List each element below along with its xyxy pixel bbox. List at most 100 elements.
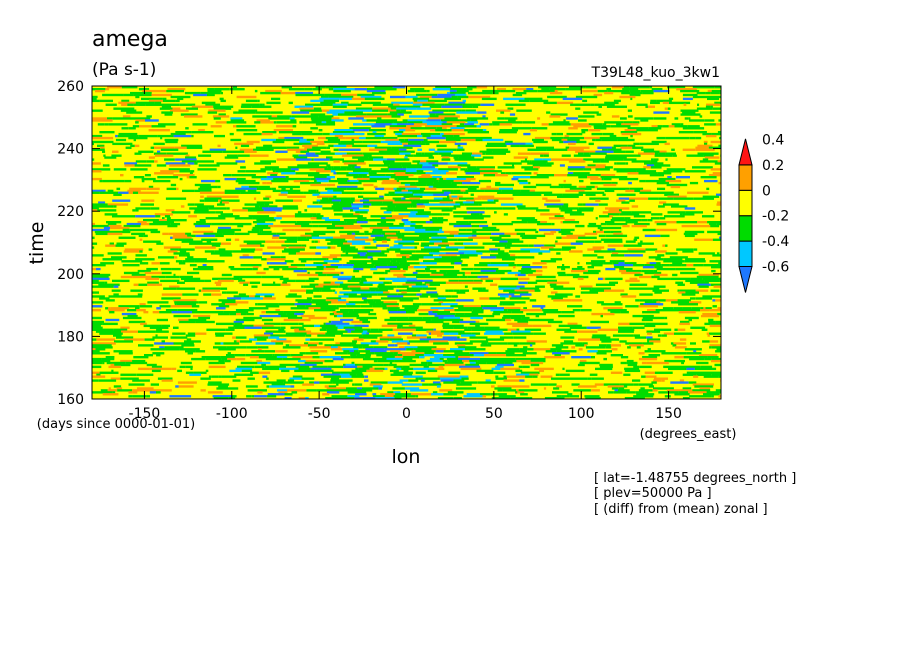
field-cell (262, 252, 275, 255)
field-cell (123, 224, 141, 228)
field-cell (121, 103, 128, 106)
field-cell (233, 340, 237, 343)
field-cell (643, 166, 651, 169)
field-cell (640, 387, 645, 390)
field-cell (124, 162, 137, 165)
field-cell (480, 305, 484, 308)
field-cell (438, 244, 449, 247)
field-cell (285, 332, 307, 335)
field-cell (471, 234, 477, 238)
field-cell (449, 207, 457, 210)
field-cell (543, 387, 547, 390)
field-cell (171, 211, 191, 214)
field-cell (260, 91, 281, 95)
field-cell (497, 117, 505, 120)
field-cell (647, 340, 650, 343)
field-cell (466, 207, 486, 210)
field-cell (362, 320, 371, 324)
field-cell (308, 277, 319, 281)
field-cell (487, 142, 506, 146)
field-cell (426, 291, 438, 294)
field-cell (604, 189, 615, 193)
field-cell (98, 379, 117, 382)
field-cell (130, 168, 148, 171)
field-cell (560, 342, 583, 345)
field-cell (456, 383, 472, 386)
field-cell (610, 311, 615, 314)
field-cell (226, 291, 238, 294)
field-cell (219, 201, 223, 204)
field-cell (572, 275, 589, 279)
field-cell (159, 346, 165, 349)
field-cell (416, 170, 424, 173)
field-cell (651, 158, 654, 161)
field-cell (328, 365, 344, 369)
field-cell (541, 88, 549, 91)
field-cell (451, 181, 462, 185)
field-cell (412, 283, 416, 286)
field-cell (498, 285, 517, 288)
field-cell (434, 356, 456, 359)
field-cell (386, 209, 394, 212)
field-cell (456, 176, 474, 179)
field-cell (646, 164, 655, 167)
field-cell (397, 332, 413, 335)
field-cell (350, 197, 355, 200)
field-cell (336, 311, 349, 314)
field-cell (603, 312, 615, 316)
field-cell (470, 271, 486, 275)
field-cell (342, 132, 365, 136)
field-cell (250, 371, 259, 374)
field-cell (375, 397, 395, 400)
field-cell (383, 162, 399, 165)
field-cell (603, 307, 623, 310)
field-cell (141, 222, 150, 226)
field-cell (272, 234, 280, 238)
field-cell (192, 314, 211, 318)
field-cell (598, 234, 606, 238)
field-cell (264, 295, 272, 298)
field-cell (337, 326, 344, 329)
field-cell (324, 140, 341, 144)
field-cell (92, 295, 105, 298)
field-cell (684, 234, 695, 238)
field-cell (207, 93, 215, 97)
field-cell (591, 287, 611, 290)
field-cell (254, 395, 268, 398)
field-cell (427, 363, 445, 367)
field-cell (393, 395, 416, 398)
field-cell (621, 91, 631, 95)
field-cell (408, 324, 416, 328)
field-cell (524, 193, 542, 196)
field-cell (256, 201, 274, 204)
field-cell (642, 266, 655, 269)
field-cell (125, 146, 132, 149)
field-cell (437, 148, 457, 151)
field-cell (412, 97, 430, 101)
field-cell (352, 97, 365, 101)
field-cell (315, 252, 321, 255)
field-cell (661, 379, 665, 382)
field-cell (575, 150, 596, 153)
field-cell (699, 160, 718, 163)
field-cell (568, 142, 576, 146)
field-cell (500, 111, 505, 114)
field-cell (481, 342, 488, 345)
field-cell (431, 348, 446, 351)
field-cell (482, 170, 502, 173)
field-cell (97, 209, 117, 212)
field-cell (551, 158, 570, 161)
field-cell (604, 101, 619, 105)
field-cell (189, 242, 200, 245)
field-cell (285, 295, 302, 298)
field-cell (380, 221, 387, 224)
field-cell (113, 293, 119, 296)
field-cell (402, 283, 413, 286)
field-cell (279, 277, 289, 281)
field-cell (282, 346, 301, 349)
field-cell (407, 342, 410, 345)
field-cell (310, 217, 317, 220)
field-cell (640, 119, 649, 122)
field-cell (340, 371, 363, 374)
field-cell (674, 332, 693, 335)
